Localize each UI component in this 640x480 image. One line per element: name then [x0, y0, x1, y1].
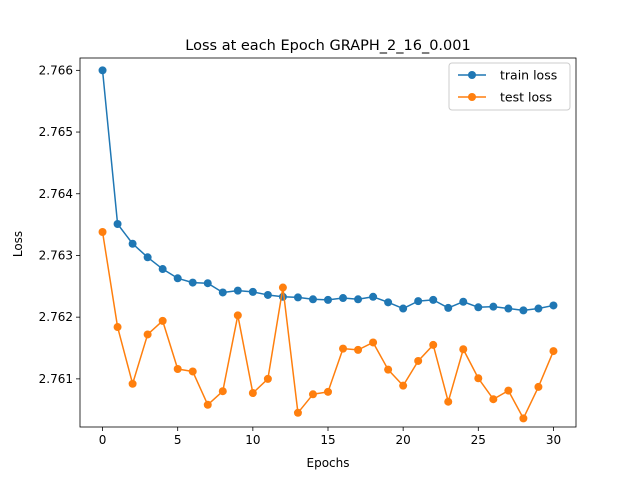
data-point — [278, 283, 287, 292]
data-point — [203, 400, 212, 409]
y-tick-label: 2.761 — [39, 372, 73, 386]
data-point — [143, 330, 152, 339]
data-point — [339, 294, 348, 303]
data-point — [128, 379, 137, 388]
x-tick-label: 20 — [396, 433, 411, 447]
data-point — [354, 295, 363, 304]
data-point — [339, 344, 348, 353]
data-point — [444, 397, 453, 406]
data-point — [474, 303, 483, 312]
data-point — [158, 265, 167, 274]
data-point — [444, 303, 453, 312]
series-train-loss — [98, 66, 558, 315]
data-point — [429, 340, 438, 349]
data-point — [143, 253, 152, 262]
data-point — [233, 286, 242, 295]
data-point — [293, 293, 302, 302]
x-tick-label: 30 — [546, 433, 561, 447]
data-point — [98, 66, 107, 75]
data-point — [474, 374, 483, 383]
data-point — [113, 219, 122, 228]
legend-label: test loss — [500, 90, 552, 105]
data-point — [278, 292, 287, 301]
legend-label: train loss — [500, 68, 557, 83]
data-point — [263, 374, 272, 383]
data-point — [248, 287, 257, 296]
data-point — [173, 364, 182, 373]
x-tick-label: 5 — [174, 433, 182, 447]
legend-swatch-marker — [468, 93, 476, 101]
data-point — [549, 301, 558, 310]
data-point — [549, 347, 558, 356]
data-point — [519, 414, 528, 423]
legend: train loss test loss — [448, 62, 571, 111]
data-point — [384, 365, 393, 374]
data-point — [369, 338, 378, 347]
data-point — [308, 295, 317, 304]
data-point — [188, 367, 197, 376]
data-point — [489, 302, 498, 311]
data-point — [308, 390, 317, 399]
data-point — [429, 295, 438, 304]
series-test-loss — [98, 228, 558, 423]
data-point — [218, 387, 227, 396]
chart-title: Loss at each Epoch GRAPH_2_16_0.001 — [185, 38, 470, 54]
data-point — [414, 297, 423, 306]
y-tick-label: 2.765 — [39, 125, 73, 139]
data-point — [459, 297, 468, 306]
data-point — [113, 323, 122, 332]
data-point — [98, 228, 107, 237]
data-point — [504, 304, 513, 313]
data-point — [369, 292, 378, 301]
y-tick-label: 2.763 — [39, 248, 73, 262]
x-axis-label: Epochs — [307, 456, 350, 470]
data-point — [248, 389, 257, 398]
data-point — [504, 386, 513, 395]
data-point — [158, 316, 167, 325]
data-point — [489, 395, 498, 404]
data-point — [324, 295, 332, 304]
x-tick-label: 10 — [245, 433, 260, 447]
data-point — [188, 278, 197, 287]
data-point — [128, 239, 137, 248]
y-tick-label: 2.762 — [39, 310, 73, 324]
data-point — [218, 288, 227, 297]
x-tick-label: 25 — [471, 433, 486, 447]
x-tick-label: 0 — [99, 433, 107, 447]
legend-item: test loss — [458, 90, 552, 105]
data-point — [414, 356, 423, 365]
y-axis-label: Loss — [11, 231, 25, 257]
data-point — [384, 298, 393, 307]
y-tick-label: 2.764 — [39, 187, 73, 201]
data-point — [173, 274, 182, 283]
legend-item: train loss — [458, 68, 557, 83]
data-point — [293, 408, 302, 417]
data-point — [263, 290, 272, 299]
data-point — [324, 387, 332, 396]
y-tick-label: 2.766 — [39, 63, 73, 77]
data-point — [519, 306, 528, 315]
data-point — [534, 304, 543, 313]
data-point — [399, 304, 408, 313]
data-point — [399, 381, 408, 390]
data-point — [203, 279, 212, 288]
plot-area: 0 5 10 15 20 25 30 2.761 2.762 2.763 2.764 2.765 2.7… — [39, 57, 577, 447]
data-point — [534, 382, 543, 391]
data-point — [233, 311, 242, 320]
legend-swatch-marker — [468, 71, 476, 79]
x-tick-label: 15 — [320, 433, 335, 447]
data-point — [354, 345, 363, 354]
data-point — [459, 345, 468, 354]
